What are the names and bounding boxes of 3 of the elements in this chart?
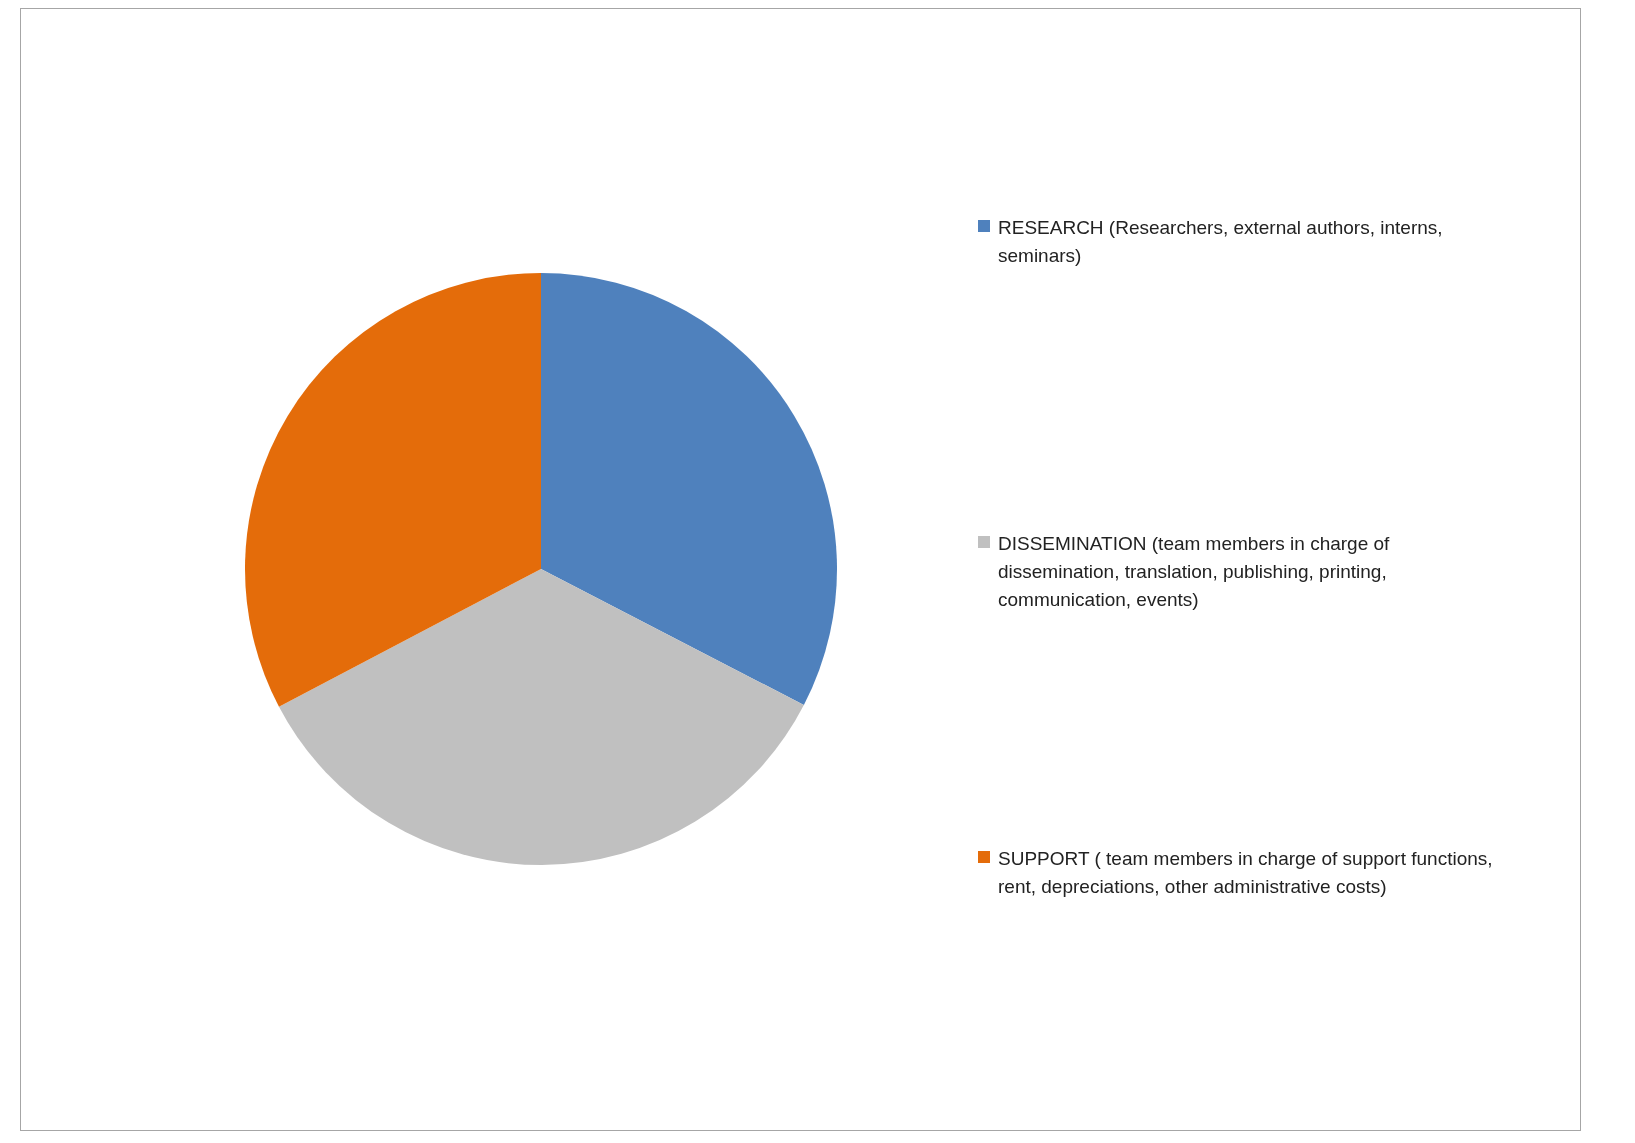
- legend-label: DISSEMINATION (team members in charge of dissemination, translation, publishing, printing, communication, events): [998, 532, 1391, 612]
- legend-label: SUPPORT ( team members in charge of support functions, rent, depreciations, other administrative costs): [998, 847, 1494, 899]
- legend-label: RESEARCH (Researchers, external authors, interns, seminars): [998, 216, 1444, 268]
